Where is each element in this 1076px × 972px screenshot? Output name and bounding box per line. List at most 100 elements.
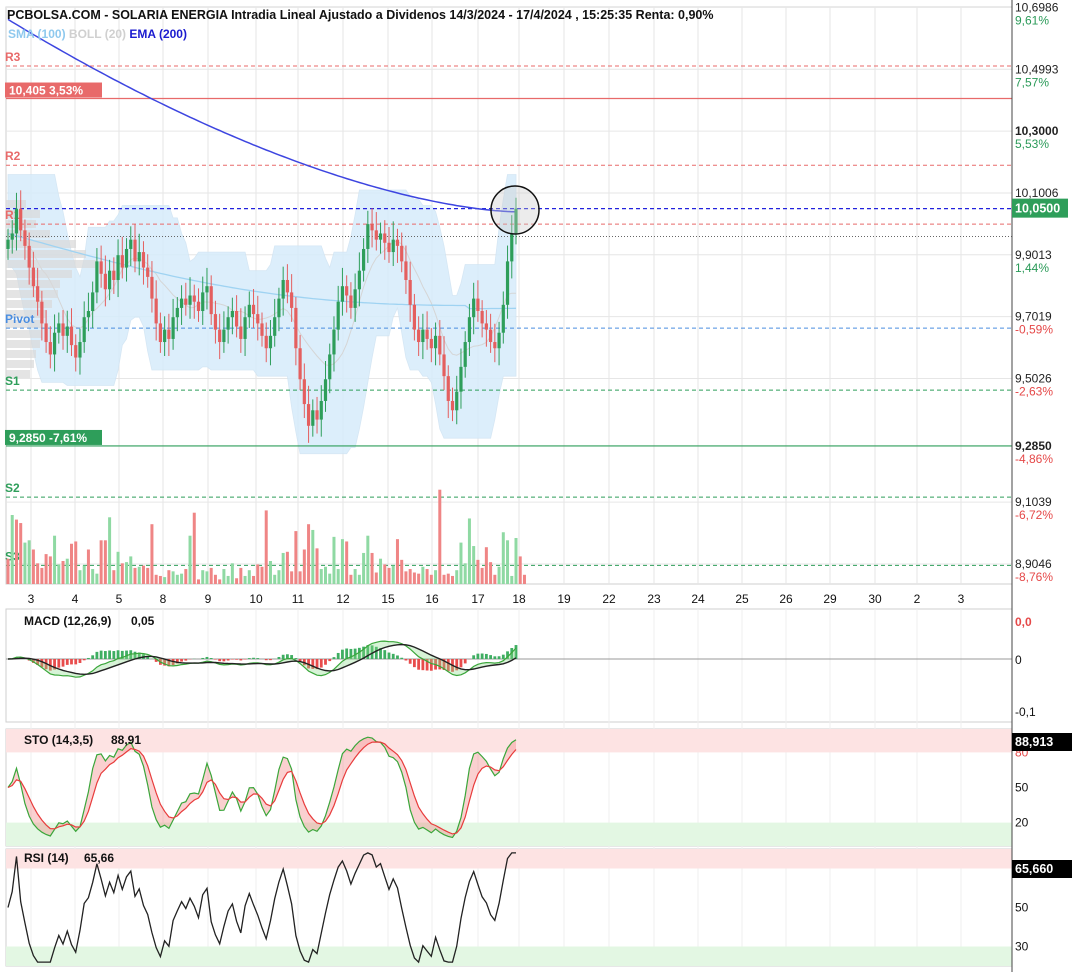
macd-histogram-bar [501, 654, 505, 659]
x-tick-label: 3 [958, 592, 965, 606]
volume-profile-bar [6, 370, 30, 378]
volume-bar [44, 554, 48, 584]
macd-histogram-bar [230, 659, 234, 660]
x-tick-label: 23 [647, 592, 661, 606]
volume-bar [27, 540, 31, 584]
volume-bar [277, 570, 281, 584]
candle-body [438, 335, 442, 355]
macd-histogram-bar [311, 659, 315, 669]
macd-histogram-bar [61, 659, 65, 667]
volume-bar [379, 558, 383, 584]
volume-bar [476, 559, 480, 584]
candle-body [345, 286, 349, 296]
volume-bar [349, 574, 353, 584]
sto-oversold-zone [6, 822, 1012, 846]
candle-body [476, 298, 480, 312]
volume-bar [370, 552, 374, 584]
candle-body [86, 311, 91, 318]
volume-bar [95, 573, 99, 584]
volume-bar [501, 532, 505, 584]
volume-bar [484, 547, 488, 584]
macd-histogram-bar [357, 647, 361, 659]
candle-body [116, 255, 120, 280]
macd-histogram-bar [32, 659, 35, 663]
volume-bar [226, 575, 230, 584]
axes: 3 4 5 8 9 10 11 12 15 16 17 18 19 22 23 24 25 26 29 30 2 310,… [28, 0, 1072, 972]
candle-body [281, 279, 285, 299]
volume-bar [247, 570, 251, 584]
candle-body [27, 245, 31, 268]
volume-bar [455, 570, 459, 584]
macd-histogram-bar [116, 650, 120, 659]
volume-bar [201, 570, 205, 584]
candle-body [378, 233, 383, 240]
macd-histogram-bar [95, 651, 99, 659]
macd-histogram-bar [400, 657, 404, 659]
candle-body [91, 292, 95, 312]
volume-bar [400, 559, 404, 584]
candle-body [19, 208, 23, 231]
x-tick-label: 5 [116, 592, 123, 606]
volume-profile-bar [6, 330, 42, 338]
macd-histogram-bar [78, 659, 82, 663]
volume-bar [23, 542, 27, 584]
rsi-panel [6, 849, 1012, 966]
volume-bar [311, 529, 315, 584]
candle-body [6, 239, 10, 249]
candle-body [306, 404, 311, 426]
y-tick-price: 9,1039 [1015, 495, 1052, 509]
x-tick-label: 11 [292, 592, 305, 606]
volume-bar [171, 571, 175, 584]
y-tick-price: 9,5026 [1015, 371, 1052, 385]
macd-histogram-bar [484, 653, 488, 659]
sto-last-text: 88,913 [1015, 735, 1053, 749]
volume-bar [91, 569, 95, 584]
volume-profile-bar [6, 350, 36, 358]
candle-body [302, 379, 306, 405]
candle-body [14, 208, 19, 234]
candle-body [340, 286, 345, 302]
candle-body [61, 323, 65, 336]
sto-overbought-zone [6, 729, 1012, 753]
candle-body [429, 338, 433, 349]
legend-boll: BOLL (20) [69, 27, 126, 41]
candle-body [74, 345, 78, 358]
volume-bar [421, 566, 425, 584]
volume-bar [463, 563, 467, 584]
candle-body [260, 323, 264, 336]
candle-body [243, 317, 247, 339]
x-tick-label: 30 [868, 592, 882, 606]
volume-bar [188, 535, 192, 584]
y-tick-price: 10,3000 [1015, 124, 1059, 138]
macd-histogram-bar [180, 659, 183, 662]
y-tick-pct: -4,86% [1015, 452, 1053, 466]
volume-bar [425, 569, 429, 584]
volume-bar [230, 563, 234, 584]
sto-label: STO (14,3,5) [24, 733, 93, 747]
candle-body [184, 298, 188, 305]
stochastic-panel [6, 729, 1012, 846]
y-tick-price: 9,2850 [1015, 439, 1052, 453]
volume-profile-bar [6, 260, 96, 268]
candle-body [31, 267, 35, 287]
candle-body [129, 239, 133, 249]
volume-bar [252, 575, 256, 584]
candle-body [264, 335, 268, 349]
sma-line [7, 232, 517, 310]
macd-histogram-bar [417, 659, 421, 670]
x-tick-label: 18 [512, 592, 526, 606]
volume-bar [31, 549, 35, 584]
macd-histogram-bar [175, 659, 179, 664]
macd-histogram-bar [87, 657, 90, 659]
y-tick-price: 9,9013 [1015, 248, 1052, 262]
volume-bar [103, 540, 107, 584]
candle-body [273, 317, 277, 336]
volume-bar [383, 564, 387, 584]
macd-histogram-bar [252, 657, 255, 659]
sto-d-line [7, 741, 517, 835]
macd-histogram-bar [235, 659, 238, 660]
legend-ema: EMA (200) [129, 27, 187, 41]
candle-body [192, 295, 196, 302]
